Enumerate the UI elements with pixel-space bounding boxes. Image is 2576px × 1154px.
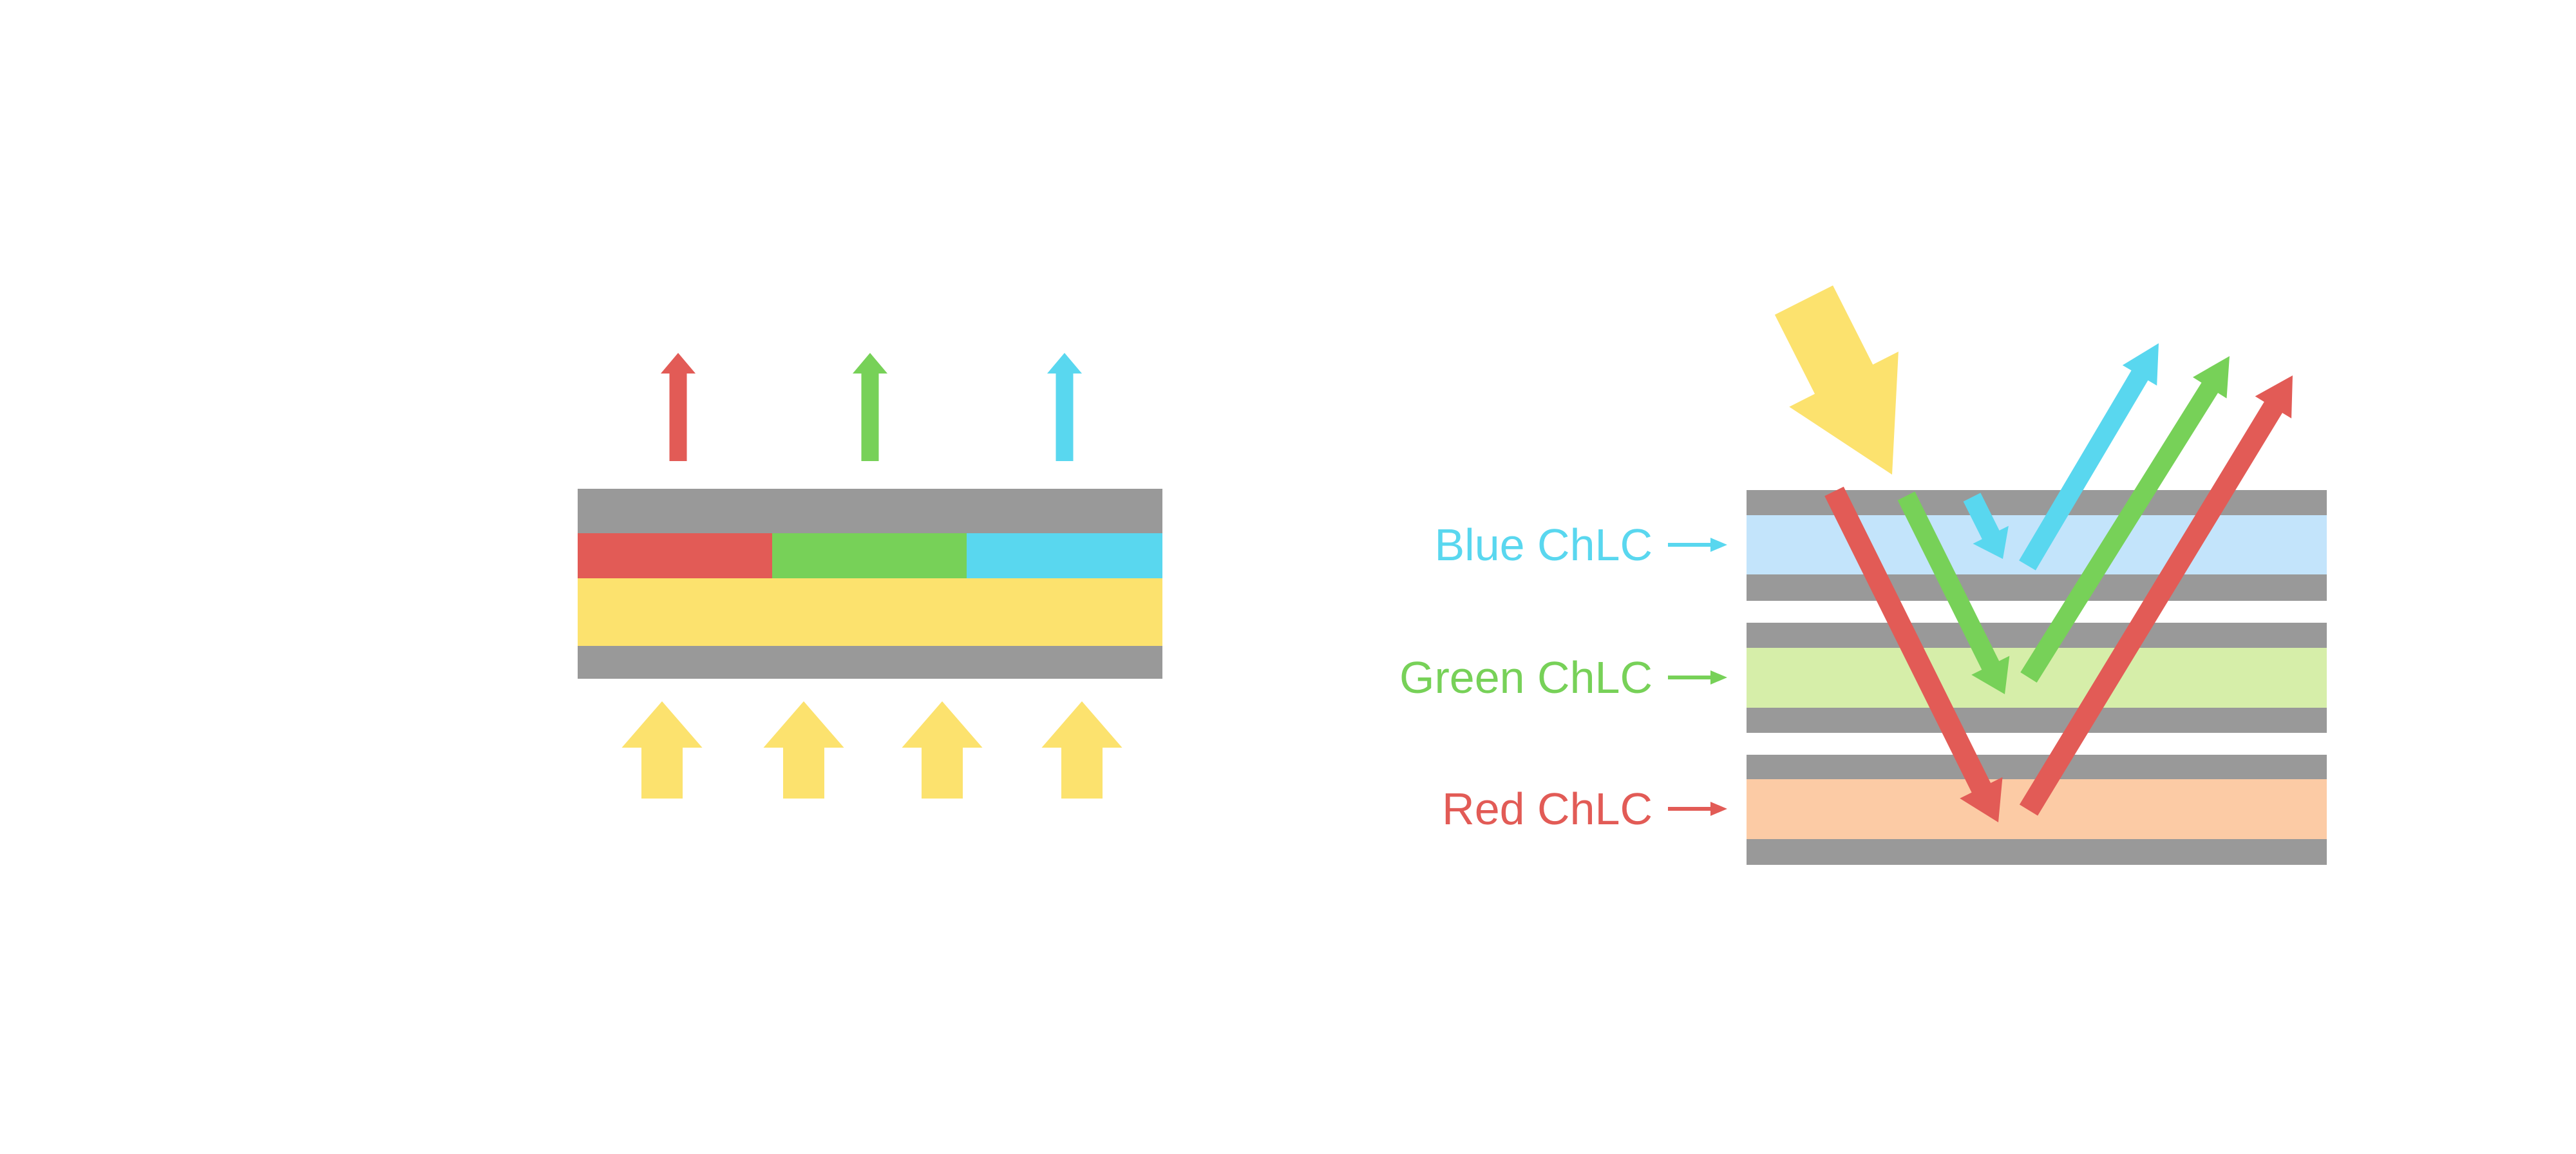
right-ray-arrows [1774, 285, 2293, 822]
red-light-out-arrow [661, 353, 696, 461]
top-substrate [578, 489, 1162, 533]
label-green-chlc-text: Green ChLC [1399, 652, 1653, 703]
green-ray-down-arrow [1897, 491, 2010, 694]
left-light-arrows [621, 353, 1122, 799]
incident-light-arrow [1774, 285, 1899, 475]
label-blue-chlc: Blue ChLC [1434, 516, 1727, 574]
label-red-chlc-text: Red ChLC [1442, 784, 1653, 834]
label-blue-chlc-text: Blue ChLC [1434, 520, 1653, 570]
cyan-segment [967, 533, 1162, 578]
backlight-in-3-arrow [902, 701, 983, 799]
substrate-4 [1747, 708, 2327, 733]
substrate-3 [1747, 623, 2327, 648]
backlight-layer [578, 578, 1162, 646]
backlight-in-2-arrow [763, 701, 844, 799]
blue-ray-up-arrow [2019, 343, 2159, 571]
green-ray-up-arrow [2020, 356, 2230, 683]
backlight-in-1-arrow [621, 701, 703, 799]
label-red-chlc: Red ChLC [1442, 780, 1727, 838]
backlight-in-4-arrow [1041, 701, 1122, 799]
red-ray-up-arrow [2019, 375, 2293, 816]
substrate-5 [1747, 755, 2327, 779]
left-stack [578, 489, 1162, 679]
right-arrow-icon [1668, 538, 1727, 552]
red-ray-down-arrow [1824, 486, 2003, 822]
green-segment [772, 533, 967, 578]
red-segment [578, 533, 772, 578]
label-green-chlc: Green ChLC [1399, 648, 1727, 706]
blue-ray-down-arrow [1963, 493, 2009, 559]
substrate-6 [1747, 839, 2327, 865]
substrate-2 [1747, 574, 2327, 601]
cyan-light-out-arrow [1047, 353, 1082, 461]
bottom-substrate [578, 646, 1162, 679]
right-arrow-icon [1668, 802, 1727, 816]
green-light-out-arrow [853, 353, 887, 461]
right-arrow-icon [1668, 670, 1727, 685]
